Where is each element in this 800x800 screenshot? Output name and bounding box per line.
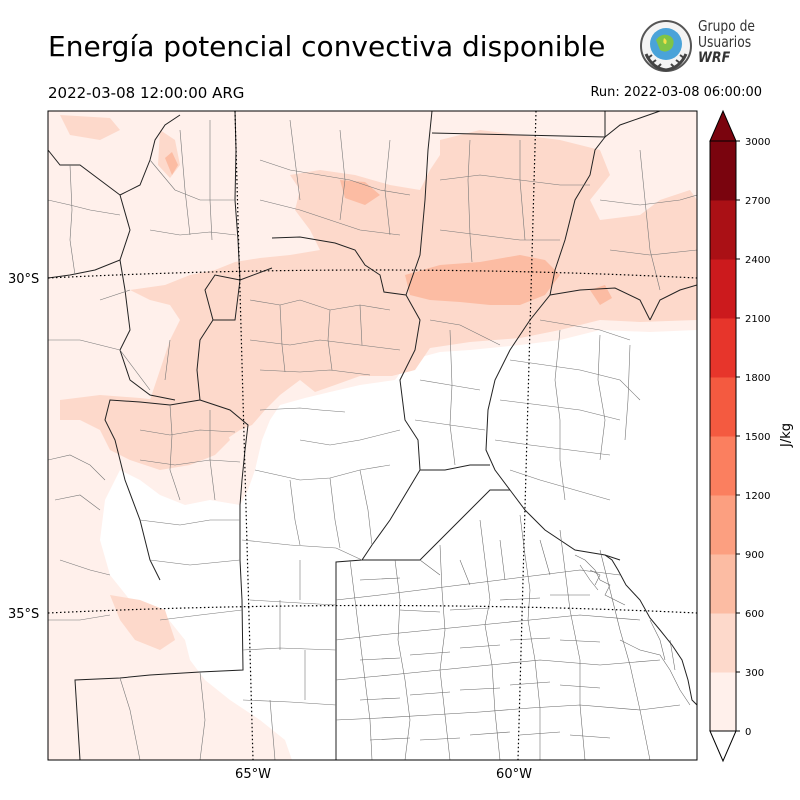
lon-label-60w: 60°W <box>496 767 532 782</box>
colorbar-extend-min <box>709 730 737 763</box>
colorbar-tick-label: 2100 <box>745 314 770 325</box>
map-area <box>48 111 697 760</box>
colorbar-tick-label: 600 <box>745 609 764 620</box>
colorbar-segment <box>710 613 736 673</box>
lat-label-30s: 30°S <box>8 272 39 287</box>
colorbar-tick-label: 0 <box>745 727 751 738</box>
cape-fill-600-900 <box>165 152 612 305</box>
colorbar-segment <box>710 436 736 496</box>
colorbar-tick-label: 1500 <box>745 432 770 443</box>
graticule <box>48 111 697 760</box>
colorbar-segment <box>710 495 736 555</box>
logo-text-line1: Grupo de <box>698 17 756 35</box>
colorbar-segment <box>710 318 736 378</box>
colorbar-segment <box>710 377 736 437</box>
colorbar-tick-label: 900 <box>745 550 764 561</box>
map-frame <box>47 110 698 761</box>
colorbar-segment <box>710 200 736 260</box>
valid-time: 2022-03-08 12:00:00 ARG <box>48 84 245 102</box>
colorbar-tick-label: 3000 <box>745 137 770 148</box>
colorbar-segment <box>710 141 736 201</box>
colorbar-segment <box>710 554 736 614</box>
wrf-logo: Grupo de Usuarios WRF <box>638 18 768 74</box>
colorbar-unit-label: J/kg <box>779 423 794 448</box>
colorbar-tick-label: 2700 <box>745 196 770 207</box>
colorbar-tick-label: 1200 <box>745 491 770 502</box>
coastline <box>604 554 697 706</box>
colorbar-tick-label: 2400 <box>745 255 770 266</box>
colorbar-extend-max <box>709 109 737 142</box>
map-title: Energía potencial convectiva disponible <box>48 30 606 63</box>
wrf-globe-seal-icon <box>640 20 692 72</box>
colorbar-tick-label: 300 <box>745 668 764 679</box>
colorbar: 0 300 600 900 1200 1500 1800 2100 2400 2700 3000 <box>709 109 770 763</box>
lon-label-65w: 65°W <box>235 767 271 782</box>
department-borders <box>48 119 697 760</box>
run-time: Run: 2022-03-08 06:00:00 <box>590 85 762 100</box>
lat-label-35s: 35°S <box>8 607 39 622</box>
logo-text-line2: Usuarios <box>698 33 752 51</box>
colorbar-segment <box>710 672 736 732</box>
buenos-aires-partidos <box>335 514 691 760</box>
colorbar-tick-label: 1800 <box>745 373 770 384</box>
logo-text-wrf: WRF <box>698 50 731 66</box>
colorbar-segment <box>710 259 736 319</box>
